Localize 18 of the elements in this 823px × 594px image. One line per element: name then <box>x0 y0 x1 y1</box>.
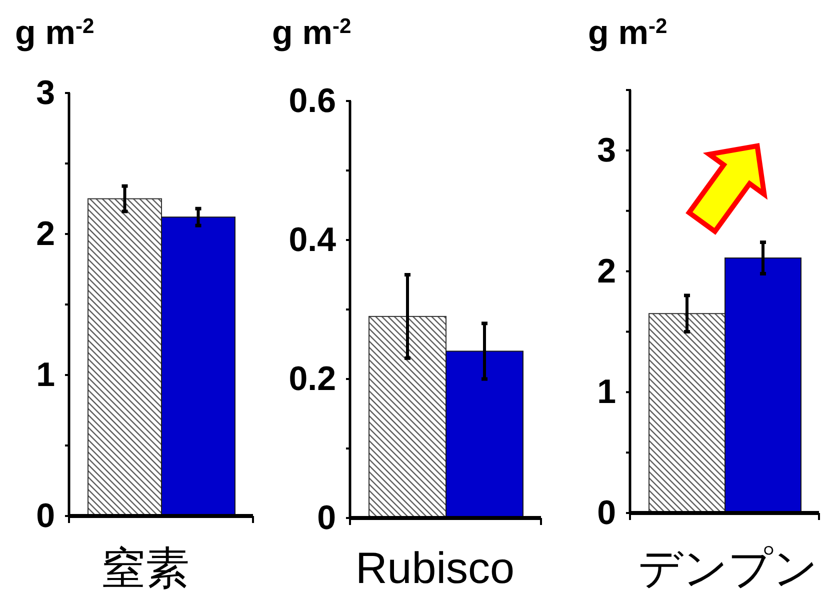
y-tick-label: 3 <box>36 74 55 112</box>
x-tick-label: 窒素 <box>102 544 190 593</box>
y-tick-label: 1 <box>36 356 55 394</box>
y-tick-label: 0.2 <box>288 360 336 398</box>
y-tick-label: 0 <box>317 499 336 537</box>
y-tick-label: 0 <box>36 497 55 535</box>
y-axis-title: g m$^{-2}$ <box>588 14 668 52</box>
y-tick-label: 0.6 <box>288 82 336 120</box>
y-axis-title: g m$^{-2}$ <box>15 14 94 52</box>
x-tick-label: Rubisco <box>356 544 514 593</box>
x-tick-label: デンプン <box>638 544 818 593</box>
y-tick-label: 2 <box>36 215 55 253</box>
y-tick-label: 1 <box>597 373 616 412</box>
y-tick-label: 0 <box>597 494 616 532</box>
y-tick-label: 2 <box>597 252 616 290</box>
y-axis-title: g m$^{-2}$ <box>272 14 352 52</box>
y-tick-label: 0.4 <box>288 221 336 259</box>
y-tick-label: 3 <box>597 131 616 170</box>
